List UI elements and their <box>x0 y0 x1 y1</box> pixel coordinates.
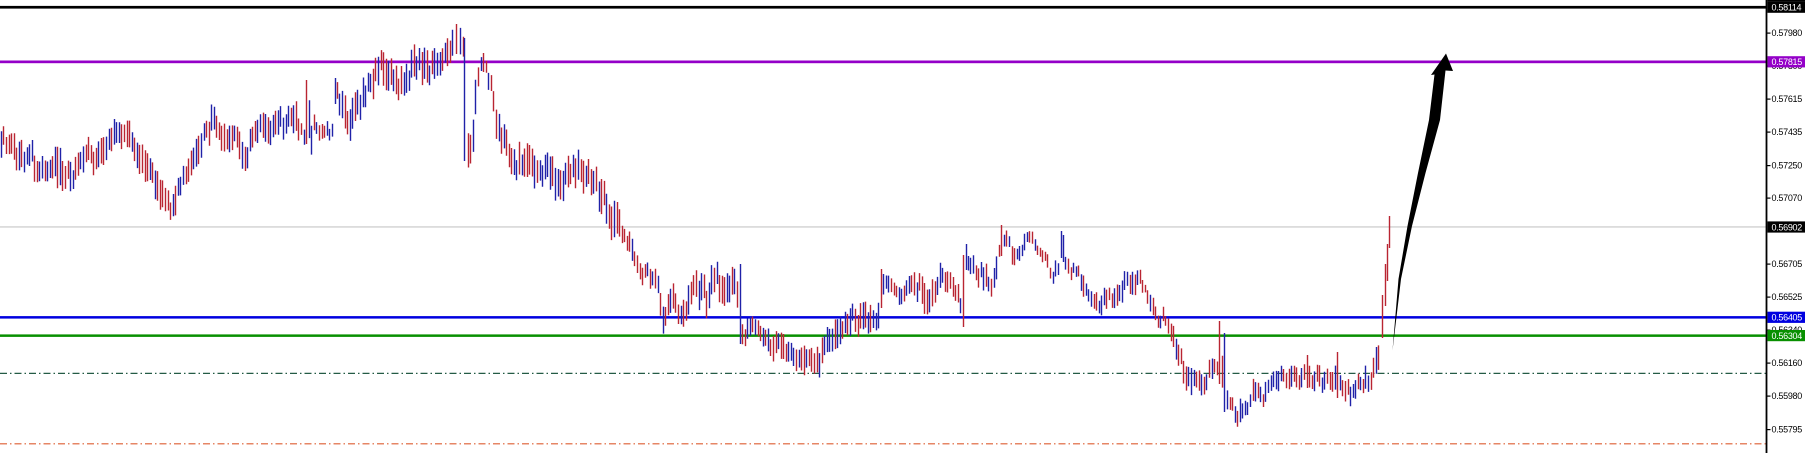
svg-text:0.56160: 0.56160 <box>1772 358 1803 368</box>
svg-text:0.56705: 0.56705 <box>1772 259 1803 269</box>
svg-text:0.56304: 0.56304 <box>1772 331 1803 341</box>
svg-text:0.57250: 0.57250 <box>1772 161 1803 171</box>
svg-text:0.56525: 0.56525 <box>1772 292 1803 302</box>
svg-text:0.55795: 0.55795 <box>1772 425 1803 435</box>
svg-text:0.58114: 0.58114 <box>1772 3 1802 13</box>
svg-text:0.57070: 0.57070 <box>1772 193 1803 203</box>
svg-text:0.56405: 0.56405 <box>1772 313 1803 323</box>
svg-text:0.57980: 0.57980 <box>1772 28 1803 38</box>
svg-text:0.57815: 0.57815 <box>1772 57 1803 67</box>
svg-text:0.56902: 0.56902 <box>1772 222 1803 232</box>
svg-text:0.57615: 0.57615 <box>1772 94 1803 104</box>
svg-text:0.55980: 0.55980 <box>1772 391 1803 401</box>
svg-text:0.57435: 0.57435 <box>1772 127 1803 137</box>
